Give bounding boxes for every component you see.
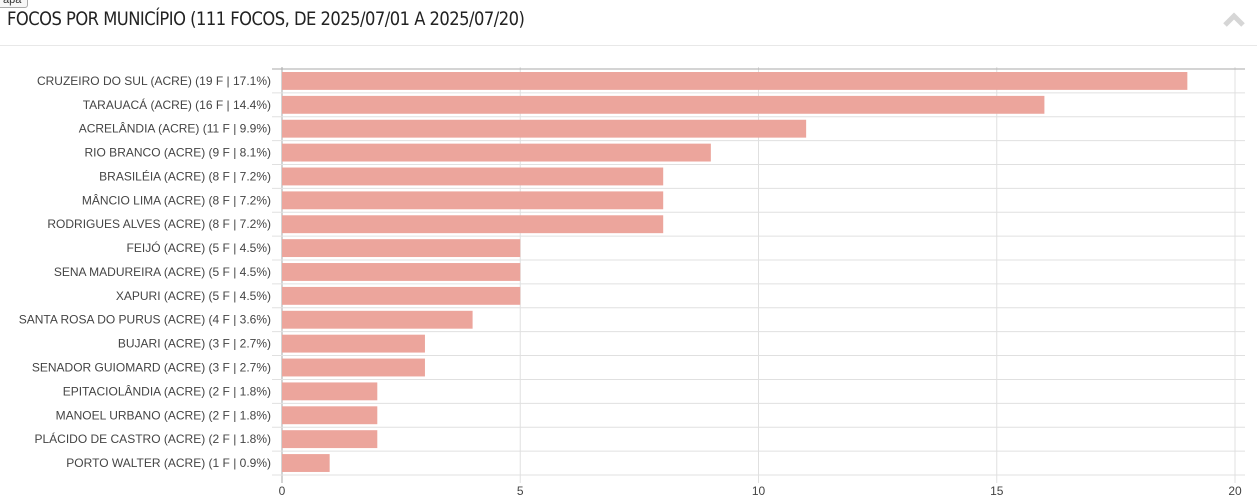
header-divider bbox=[0, 45, 1257, 46]
category-label: EPITACIOLÂNDIA (ACRE) (2 F | 1.8%) bbox=[63, 383, 271, 398]
x-tick-label: 10 bbox=[752, 484, 766, 498]
bar bbox=[282, 239, 521, 258]
category-label: TARAUACÁ (ACRE) (16 F | 14.4%) bbox=[83, 97, 271, 112]
category-label: MÂNCIO LIMA (ACRE) (8 F | 7.2%) bbox=[82, 192, 271, 207]
category-label: BRASILÉIA (ACRE) (8 F | 7.2%) bbox=[99, 168, 271, 183]
category-label: SANTA ROSA DO PURUS (ACRE) (4 F | 3.6%) bbox=[19, 313, 271, 327]
x-tick-label: 5 bbox=[517, 484, 524, 498]
bar bbox=[282, 358, 425, 377]
bar bbox=[282, 191, 664, 210]
category-label: RIO BRANCO (ACRE) (9 F | 8.1%) bbox=[85, 146, 271, 160]
category-label: FEIJÓ (ACRE) (5 F | 4.5%) bbox=[127, 240, 271, 255]
category-label: RODRIGUES ALVES (ACRE) (8 F | 7.2%) bbox=[47, 217, 271, 231]
bar bbox=[282, 72, 1188, 90]
category-label: XAPURI (ACRE) (5 F | 4.5%) bbox=[116, 289, 271, 303]
bar bbox=[282, 382, 378, 401]
bar bbox=[282, 310, 473, 329]
category-label: MANOEL URBANO (ACRE) (2 F | 1.8%) bbox=[56, 408, 271, 422]
x-tick-label: 20 bbox=[1228, 484, 1242, 498]
bar bbox=[282, 286, 521, 305]
page-title: FOCOS POR MUNICÍPIO (111 FOCOS, DE 2025/… bbox=[7, 8, 525, 30]
category-label: SENADOR GUIOMARD (ACRE) (3 F | 2.7%) bbox=[32, 361, 271, 375]
x-tick-label: 0 bbox=[279, 484, 286, 498]
bar bbox=[282, 454, 330, 472]
collapse-button[interactable] bbox=[1221, 10, 1247, 30]
bar bbox=[282, 143, 711, 162]
bar bbox=[282, 95, 1045, 114]
bar bbox=[282, 119, 807, 138]
bar bbox=[282, 334, 425, 353]
chevron-up-icon bbox=[1223, 12, 1245, 27]
category-label: ACRELÂNDIA (ACRE) (11 F | 9.9%) bbox=[79, 121, 271, 136]
tooltip: apa bbox=[0, 0, 29, 8]
bar bbox=[282, 167, 664, 186]
category-label: PLÁCIDO DE CASTRO (ACRE) (2 F | 1.8%) bbox=[35, 431, 272, 446]
bar bbox=[282, 430, 378, 449]
category-label: SENA MADUREIRA (ACRE) (5 F | 4.5%) bbox=[54, 265, 271, 279]
bar bbox=[282, 263, 521, 281]
bar bbox=[282, 215, 664, 234]
category-label: CRUZEIRO DO SUL (ACRE) (19 F | 17.1%) bbox=[37, 74, 271, 88]
category-label: BUJARI (ACRE) (3 F | 2.7%) bbox=[118, 337, 271, 351]
category-label: PORTO WALTER (ACRE) (1 F | 0.9%) bbox=[66, 456, 271, 470]
bar bbox=[282, 406, 378, 425]
x-tick-label: 15 bbox=[990, 484, 1004, 498]
